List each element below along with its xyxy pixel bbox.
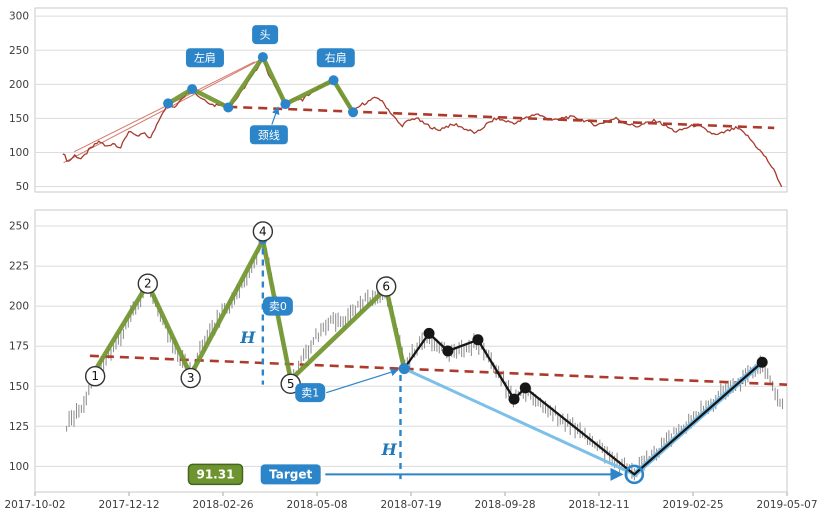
y-tick-label: 150: [9, 381, 29, 393]
pattern-label-head: [252, 25, 279, 45]
y-tick-label: 300: [9, 11, 29, 23]
pivot-dot-black: [508, 393, 520, 405]
x-tick-label: 2018-12-11: [568, 499, 629, 511]
neckline-dashed: [89, 354, 788, 386]
plot-border: [34, 209, 788, 493]
target-label-text: Target: [269, 467, 312, 481]
target-price-text: 91.31: [196, 467, 234, 481]
swing-number-4: 4: [259, 224, 267, 238]
target-badge: [260, 464, 321, 485]
swing-circle-4: [252, 221, 274, 242]
h-measure-label-0: H: [239, 328, 256, 347]
pattern-label-text-neckline: 颈线: [258, 128, 280, 142]
sell-0-text: 卖0: [269, 300, 287, 313]
y-tick-label: 200: [9, 79, 29, 91]
sell-1-text: 卖1: [301, 387, 319, 400]
y-tick-label: 100: [9, 461, 29, 473]
swing-circle-6: [375, 276, 397, 297]
pivot-dot: [348, 107, 359, 118]
target-price-badge: [187, 463, 244, 486]
pivot-dot: [223, 102, 234, 113]
pattern-label-left-shoulder: [185, 48, 224, 68]
swing-circle-2: [137, 273, 159, 294]
y-tick-label: 250: [9, 221, 29, 233]
pivot-dot: [187, 84, 198, 95]
swing-number-6: 6: [382, 280, 390, 294]
target-hit-ring: [624, 464, 645, 485]
pivot-dot-black: [519, 382, 531, 394]
neckline-dashed: [228, 105, 775, 130]
pivot-dot-black: [756, 356, 768, 368]
y-tick-label: 225: [9, 261, 29, 273]
breakdown-dot: [398, 363, 410, 375]
swing-circle-1: [84, 366, 106, 387]
y-tick-label: 50: [16, 181, 29, 193]
swing-number-5: 5: [287, 377, 295, 391]
x-tick-label: 2018-09-28: [474, 499, 535, 511]
pattern-label-neckline: [249, 125, 288, 145]
pivot-dot: [280, 99, 291, 110]
trend-channel-line: [63, 57, 264, 164]
y-tick-label: 200: [9, 301, 29, 313]
pivot-dot-black: [423, 327, 435, 339]
pivot-dot: [163, 98, 174, 109]
pivot-dot-black: [472, 334, 484, 346]
x-tick-label: 2017-12-12: [98, 499, 159, 511]
pivot-dot: [328, 75, 339, 86]
sell-1-arrow: [326, 368, 399, 394]
price-line: [62, 57, 783, 188]
pattern-label-text-head: 头: [260, 29, 271, 42]
pivot-dot: [257, 52, 268, 63]
x-tick-label: 2018-05-08: [286, 499, 347, 511]
trend-channel-line: [73, 61, 255, 153]
measured-move-line: [402, 367, 636, 476]
x-tick-label: 2019-02-25: [662, 499, 723, 511]
y-tick-label: 250: [9, 45, 29, 57]
plot-border: [34, 7, 788, 193]
pattern-label-text-right-shoulder: 右肩: [325, 51, 347, 65]
swing-number-3: 3: [187, 371, 195, 385]
y-tick-label: 100: [9, 147, 29, 159]
swing-number-2: 2: [144, 277, 152, 291]
y-tick-label: 125: [9, 421, 29, 433]
x-tick-label: 2019-05-07: [756, 499, 817, 511]
pattern-label-text-left-shoulder: 左肩: [194, 51, 216, 65]
x-tick-label: 2017-10-02: [4, 499, 65, 511]
swing-circle-3: [180, 367, 201, 389]
h-measure-label-1: H: [381, 440, 398, 459]
y-tick-label: 150: [9, 113, 29, 125]
pivot-dot-black: [442, 345, 454, 357]
y-tick-label: 175: [9, 341, 29, 353]
x-tick-label: 2018-02-26: [192, 499, 253, 511]
x-tick-label: 2018-07-19: [380, 499, 441, 511]
sell-1-badge: [295, 383, 326, 403]
sell-0-badge: [262, 296, 293, 316]
swing-number-1: 1: [91, 369, 99, 383]
pattern-label-right-shoulder: [316, 48, 355, 68]
neckline-leader-arrow: [271, 106, 280, 125]
